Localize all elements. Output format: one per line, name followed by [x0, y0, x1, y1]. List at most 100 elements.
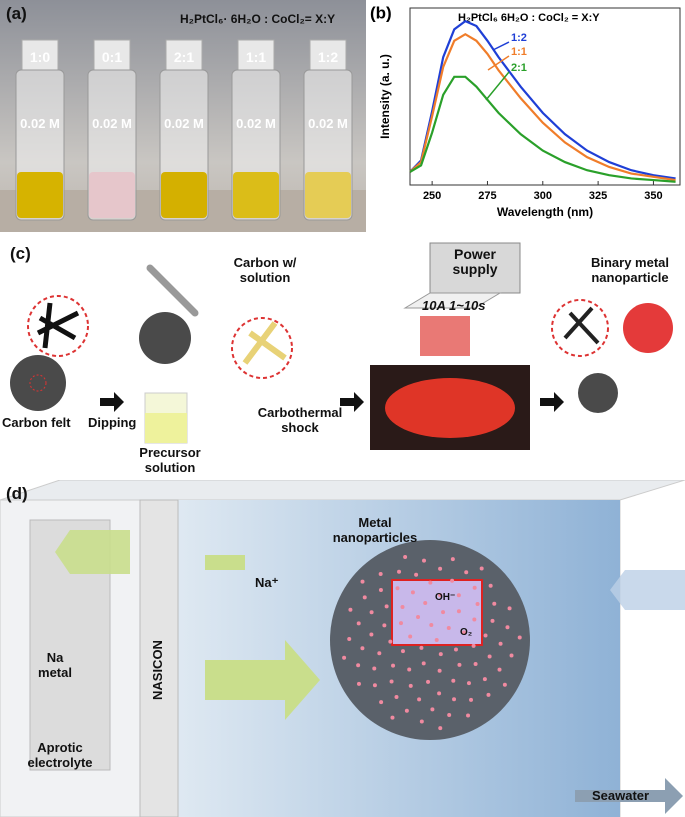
nanoparticle — [466, 681, 471, 686]
nanoparticle — [430, 707, 435, 712]
pulse-label: 10A 1~10s — [422, 298, 486, 313]
nanoparticle — [437, 691, 442, 696]
step-label: Carbon w/ solution — [233, 255, 297, 285]
panel-title: H₂PtCl₆· 6H₂O : CoCl₂= X:Y — [180, 12, 336, 26]
nanoparticle — [379, 700, 384, 705]
x-tick-label: 350 — [644, 190, 662, 202]
nanoparticle — [372, 683, 377, 688]
series-label: 1:1 — [511, 46, 527, 58]
nanoparticle — [426, 679, 431, 684]
nanoparticle — [388, 639, 393, 644]
nanoparticle — [438, 593, 443, 598]
vial-concentration: 0.02 M — [236, 116, 276, 131]
nanoparticle — [407, 667, 412, 672]
vial-cap — [93, 39, 131, 71]
nanoparticle — [469, 697, 474, 702]
nanoparticle — [423, 600, 428, 605]
nanoparticle — [466, 713, 471, 718]
nanoparticle — [369, 610, 374, 615]
vial-concentration: 0.02 M — [92, 116, 132, 131]
panel-label: (c) — [10, 244, 31, 263]
nanoparticle — [360, 579, 365, 584]
nanoparticle — [457, 662, 462, 667]
vial-liquid — [89, 172, 135, 218]
x-tick-label: 275 — [478, 190, 496, 202]
vial-ratio: 0:1 — [101, 49, 123, 65]
x-tick-label: 300 — [534, 190, 552, 202]
step-label: Dipping — [88, 415, 137, 430]
nanoparticle — [438, 566, 443, 571]
nanoparticle — [472, 585, 477, 590]
panel-label: (d) — [6, 484, 28, 503]
step-label: Carbothermal shock — [257, 405, 343, 435]
nanoparticle — [464, 570, 469, 575]
nanoparticle — [486, 692, 491, 697]
nanoparticle — [410, 590, 415, 595]
part-label: Na metal — [38, 650, 72, 680]
nanoparticle — [434, 638, 439, 642]
nanoparticle — [456, 609, 461, 614]
step-label: Carbon felt — [2, 415, 71, 430]
nanoparticle — [356, 681, 361, 686]
nanoparticle — [369, 632, 374, 637]
x-tick-label: 250 — [423, 190, 441, 202]
nanoparticle — [451, 678, 456, 683]
nanoparticle — [502, 682, 507, 687]
nanoparticle — [384, 604, 389, 609]
nanoparticle — [414, 572, 419, 577]
nanoparticle — [462, 630, 467, 635]
nanoparticle — [438, 652, 443, 657]
nanoparticle — [437, 668, 442, 673]
ion-label: Na⁺ — [255, 575, 279, 590]
vial-ratio: 1:0 — [29, 49, 51, 65]
spectrum-chart: (b) 250 275 300 325 350 Wavelength (nm) Intensi… — [370, 3, 681, 219]
nanoparticle — [492, 601, 497, 606]
chart-title: H₂PtCl₆ 6H₂O : CoCl₂ = X:Y — [458, 12, 600, 24]
series-line — [409, 32, 676, 182]
nanoparticle — [398, 621, 403, 626]
y-axis-label: Intensity (a. u.) — [378, 54, 392, 139]
nanoparticle — [416, 614, 421, 619]
nanoparticle — [472, 617, 477, 622]
nanoparticle — [360, 646, 365, 651]
vial-liquid — [233, 172, 279, 218]
label-arrow — [485, 71, 510, 101]
nanoparticle — [389, 679, 394, 684]
nanoparticle — [479, 566, 484, 571]
step-label: Binary metal nanoparticle — [590, 255, 670, 285]
ion-label: O₂ — [460, 627, 473, 638]
nanoparticle — [421, 661, 426, 666]
vial-photo — [0, 0, 366, 232]
nanoparticle — [456, 593, 461, 598]
battery-diagram — [0, 480, 685, 817]
step-label: Precursor solution — [139, 445, 201, 475]
vial-liquid — [161, 172, 207, 218]
vial-ratio: 1:1 — [245, 49, 267, 65]
nanoparticle — [447, 712, 452, 717]
nanoparticle — [419, 719, 424, 724]
nanoparticle — [446, 626, 451, 631]
part-label: NASICON — [150, 640, 165, 700]
nanoparticle — [390, 715, 395, 720]
step-label: Power supply — [452, 246, 498, 277]
x-axis-label: Wavelength (nm) — [497, 205, 593, 219]
nanoparticle — [378, 588, 383, 593]
nanoparticle — [378, 571, 383, 576]
nanoparticle — [483, 633, 488, 638]
nanoparticle — [408, 683, 413, 688]
nanoparticle — [394, 694, 399, 699]
nanoparticle — [487, 654, 492, 659]
nanoparticle — [505, 625, 510, 630]
nanoparticle — [482, 677, 487, 682]
nanoparticle — [488, 583, 493, 588]
nanoparticle — [397, 569, 402, 574]
nanoparticle — [475, 602, 480, 607]
nanoparticle — [419, 645, 424, 650]
nanoparticle — [473, 662, 478, 667]
vial-cap — [237, 39, 275, 71]
panel-label: (b) — [370, 3, 392, 22]
series-line — [409, 19, 676, 180]
nanoparticle — [498, 641, 503, 646]
series-line — [409, 75, 676, 183]
vial-concentration: 0.02 M — [164, 116, 204, 131]
